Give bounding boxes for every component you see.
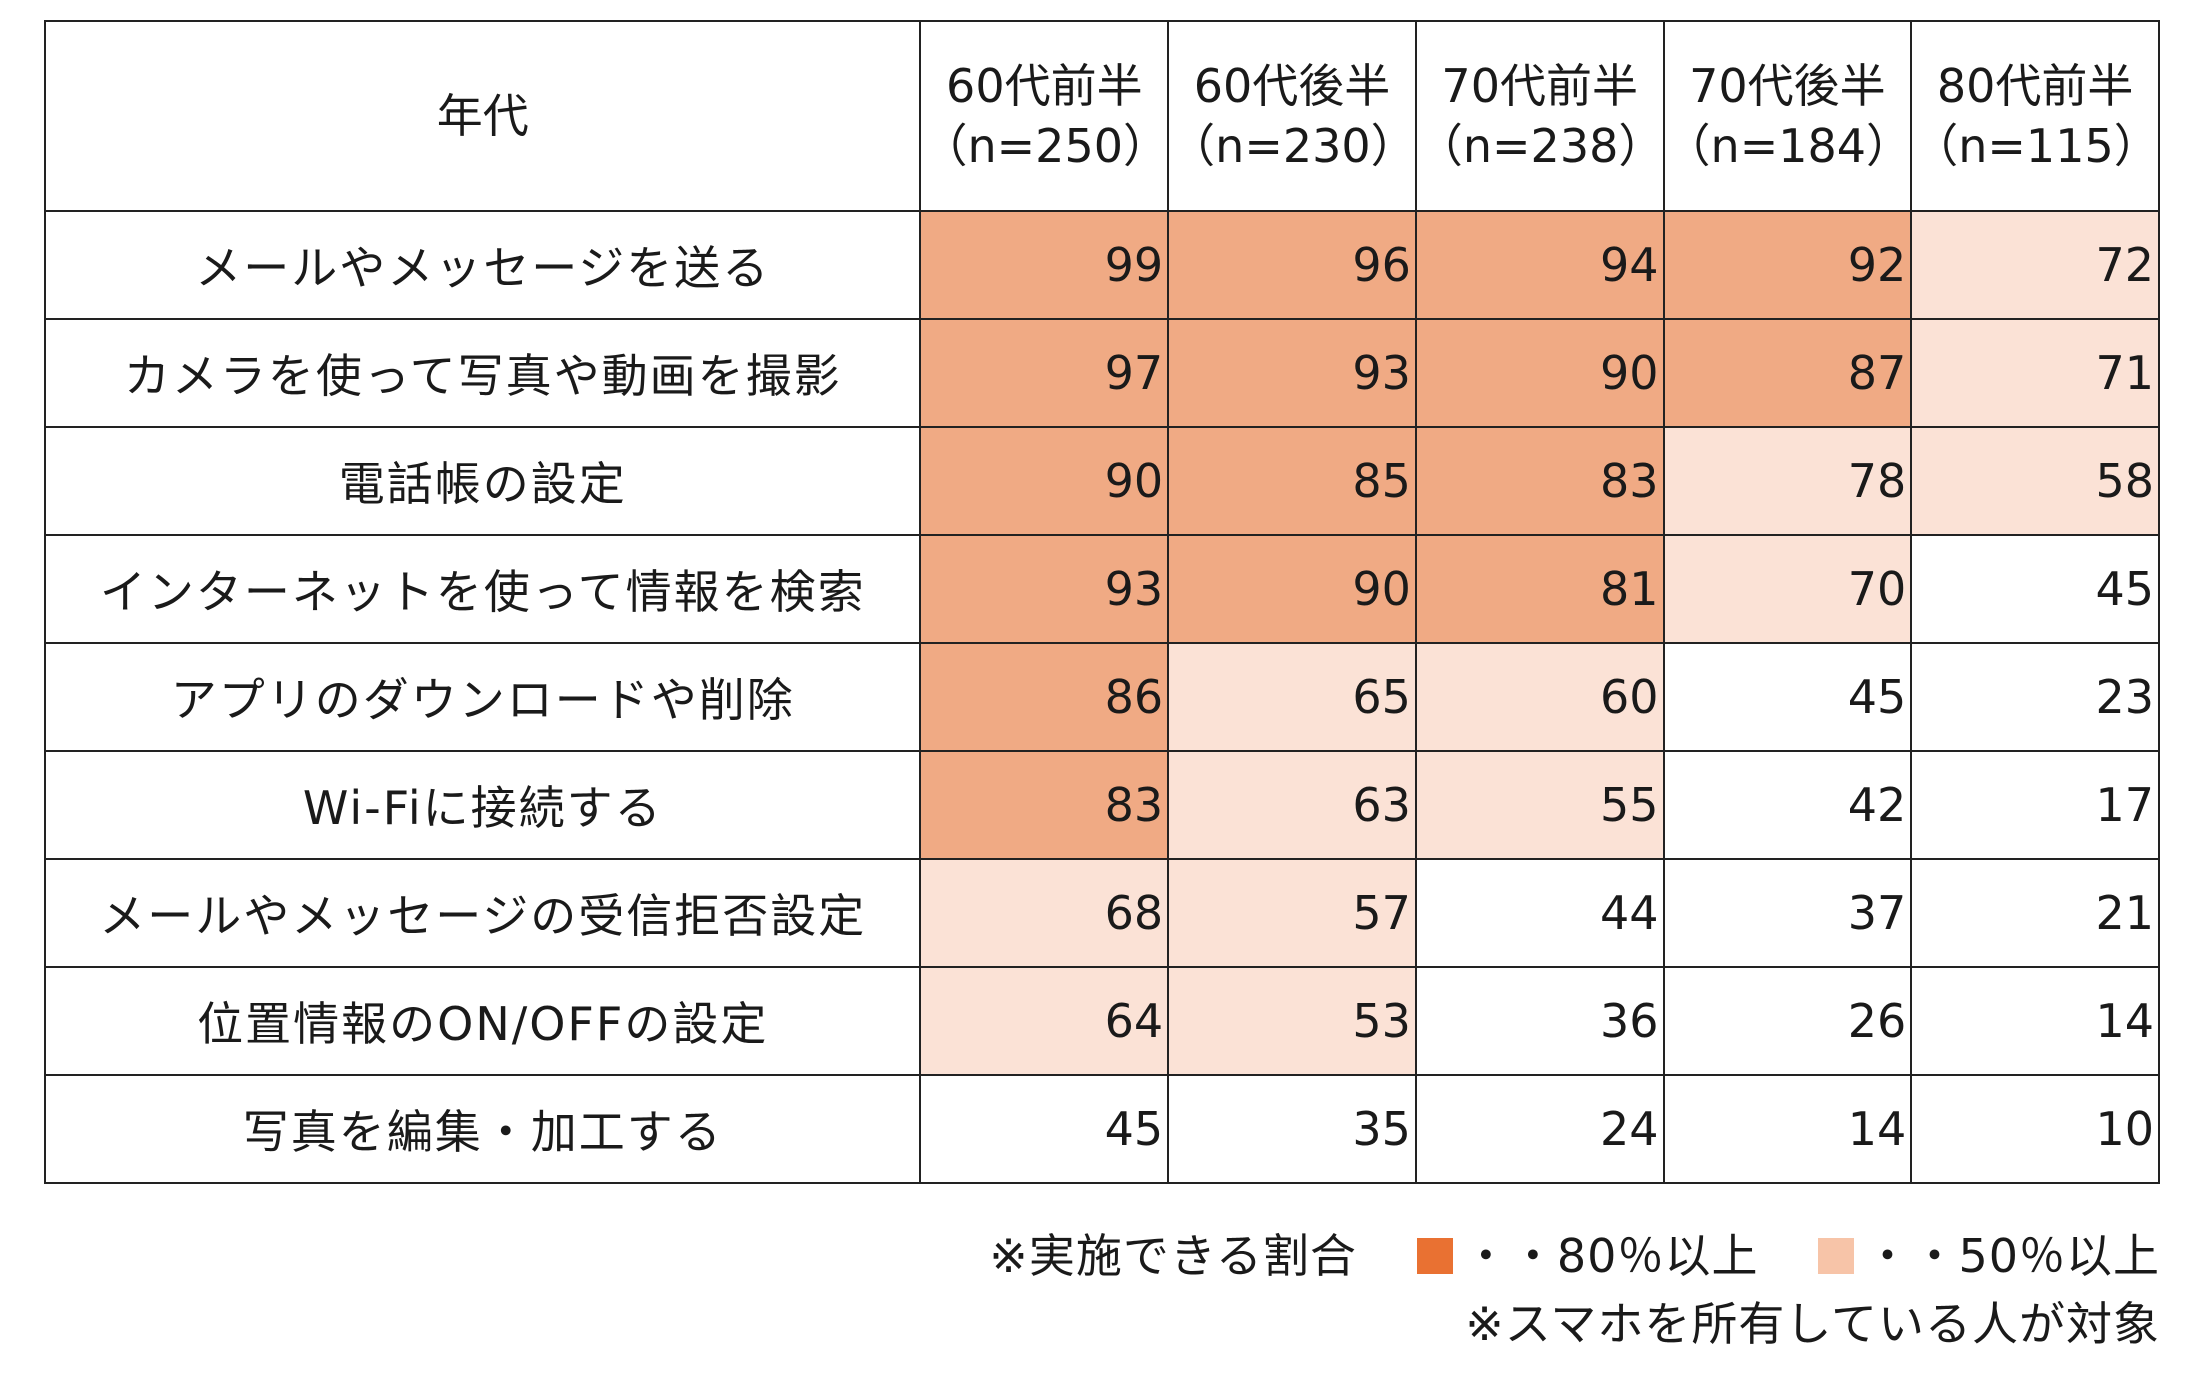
row-label: アプリのダウンロードや削除 bbox=[43, 642, 922, 752]
value-cell: 90 bbox=[919, 426, 1170, 536]
corner-header: 年代 bbox=[43, 20, 922, 212]
value-cell: 58 bbox=[1910, 426, 2160, 536]
value-cell: 23 bbox=[1910, 642, 2160, 752]
value-cell: 90 bbox=[1167, 534, 1417, 644]
row-label: 電話帳の設定 bbox=[43, 426, 922, 536]
usage-rate-table: 年代 60代前半 （n=250） 60代後半 （n=230） 70代前半 （n=238） 7… bbox=[43, 20, 2160, 1184]
value-cell: 87 bbox=[1662, 318, 1913, 428]
value-cell: 94 bbox=[1414, 210, 1665, 320]
value-cell: 83 bbox=[1414, 426, 1665, 536]
value-cell: 96 bbox=[1167, 210, 1417, 320]
column-header-n: （n=115） bbox=[1912, 119, 2160, 173]
table-row: アプリのダウンロードや削除 86 65 60 45 23 bbox=[43, 642, 2160, 752]
table-row: Wi-Fiに接続する 83 63 55 42 17 bbox=[43, 750, 2160, 860]
notes: ※実施できる割合 ・・80％以上 ・・50％以上 ※スマホを所有している人が対象 bbox=[989, 1222, 2160, 1358]
table-row: 電話帳の設定 90 85 83 78 58 bbox=[43, 426, 2160, 536]
row-label: インターネットを使って情報を検索 bbox=[43, 534, 922, 644]
value-cell: 92 bbox=[1662, 210, 1913, 320]
value-cell: 63 bbox=[1167, 750, 1417, 860]
row-label: カメラを使って写真や動画を撮影 bbox=[43, 318, 922, 428]
column-header-age: 60代前半 bbox=[946, 59, 1143, 113]
value-cell: 26 bbox=[1662, 966, 1913, 1076]
value-cell: 45 bbox=[1910, 534, 2160, 644]
table-row: 写真を編集・加工する 45 35 24 14 10 bbox=[43, 1074, 2160, 1184]
value-cell: 86 bbox=[919, 642, 1170, 752]
value-cell: 24 bbox=[1414, 1074, 1665, 1184]
column-header-age: 60代後半 bbox=[1193, 59, 1391, 113]
value-cell: 93 bbox=[919, 534, 1170, 644]
value-cell: 45 bbox=[1662, 642, 1913, 752]
row-label: Wi-Fiに接続する bbox=[43, 750, 922, 860]
value-cell: 35 bbox=[1167, 1074, 1417, 1184]
value-cell: 42 bbox=[1662, 750, 1913, 860]
value-cell: 53 bbox=[1167, 966, 1417, 1076]
value-cell: 44 bbox=[1414, 858, 1665, 968]
value-cell: 65 bbox=[1167, 642, 1417, 752]
value-cell: 99 bbox=[919, 210, 1170, 320]
value-cell: 93 bbox=[1167, 318, 1417, 428]
column-header-n: （n=250） bbox=[921, 119, 1169, 173]
header-row: 年代 60代前半 （n=250） 60代後半 （n=230） 70代前半 （n=238） 7… bbox=[43, 20, 2160, 212]
value-cell: 60 bbox=[1414, 642, 1665, 752]
value-cell: 45 bbox=[919, 1074, 1170, 1184]
column-header-age: 70代後半 bbox=[1689, 59, 1886, 113]
table-row: メールやメッセージの受信拒否設定 68 57 44 37 21 bbox=[43, 858, 2160, 968]
value-cell: 10 bbox=[1910, 1074, 2160, 1184]
value-cell: 55 bbox=[1414, 750, 1665, 860]
value-cell: 68 bbox=[919, 858, 1170, 968]
target-note: ※スマホを所有している人が対象 bbox=[1465, 1297, 2160, 1351]
row-label: メールやメッセージを送る bbox=[43, 210, 922, 320]
table-row: メールやメッセージを送る 99 96 94 92 72 bbox=[43, 210, 2160, 320]
column-header: 60代後半 （n=230） bbox=[1167, 20, 1417, 212]
value-cell: 70 bbox=[1662, 534, 1913, 644]
row-label: メールやメッセージの受信拒否設定 bbox=[43, 858, 922, 968]
legend-high-swatch bbox=[1416, 1238, 1453, 1274]
row-label: 位置情報のON/OFFの設定 bbox=[43, 966, 922, 1076]
legend-high-label: ・・80％以上 bbox=[1462, 1229, 1759, 1283]
value-cell: 83 bbox=[919, 750, 1170, 860]
column-header-n: （n=230） bbox=[1169, 119, 1417, 173]
column-header: 70代前半 （n=238） bbox=[1414, 20, 1665, 212]
table-row: インターネットを使って情報を検索 93 90 81 70 45 bbox=[43, 534, 2160, 644]
legend: ※実施できる割合 ・・80％以上 ・・50％以上 bbox=[989, 1222, 2160, 1290]
column-header-age: 70代前半 bbox=[1441, 59, 1638, 113]
legend-mid-swatch bbox=[1818, 1238, 1855, 1274]
value-cell: 97 bbox=[919, 318, 1170, 428]
column-header: 80代前半 （n=115） bbox=[1910, 20, 2160, 212]
table-row: 位置情報のON/OFFの設定 64 53 36 26 14 bbox=[43, 966, 2160, 1076]
row-label: 写真を編集・加工する bbox=[43, 1074, 922, 1184]
value-cell: 14 bbox=[1910, 966, 2160, 1076]
value-cell: 14 bbox=[1662, 1074, 1913, 1184]
column-header: 70代後半 （n=184） bbox=[1662, 20, 1913, 212]
value-cell: 78 bbox=[1662, 426, 1913, 536]
column-header: 60代前半 （n=250） bbox=[919, 20, 1170, 212]
value-cell: 37 bbox=[1662, 858, 1913, 968]
value-cell: 17 bbox=[1910, 750, 2160, 860]
legend-prefix: ※実施できる割合 bbox=[989, 1229, 1357, 1283]
column-header-age: 80代前半 bbox=[1936, 59, 2134, 113]
table-body: メールやメッセージを送る 99 96 94 92 72 カメラを使って写真や動画を撮影 97 9… bbox=[43, 210, 2160, 1184]
value-cell: 85 bbox=[1167, 426, 1417, 536]
column-header-n: （n=238） bbox=[1416, 119, 1665, 173]
value-cell: 64 bbox=[919, 966, 1170, 1076]
value-cell: 57 bbox=[1167, 858, 1417, 968]
table-row: カメラを使って写真や動画を撮影 97 93 90 87 71 bbox=[43, 318, 2160, 428]
legend-mid-label: ・・50％以上 bbox=[1864, 1229, 2160, 1283]
value-cell: 72 bbox=[1910, 210, 2160, 320]
value-cell: 21 bbox=[1910, 858, 2160, 968]
value-cell: 36 bbox=[1414, 966, 1665, 1076]
column-header-n: （n=184） bbox=[1664, 119, 1913, 173]
value-cell: 90 bbox=[1414, 318, 1665, 428]
value-cell: 81 bbox=[1414, 534, 1665, 644]
value-cell: 71 bbox=[1910, 318, 2160, 428]
